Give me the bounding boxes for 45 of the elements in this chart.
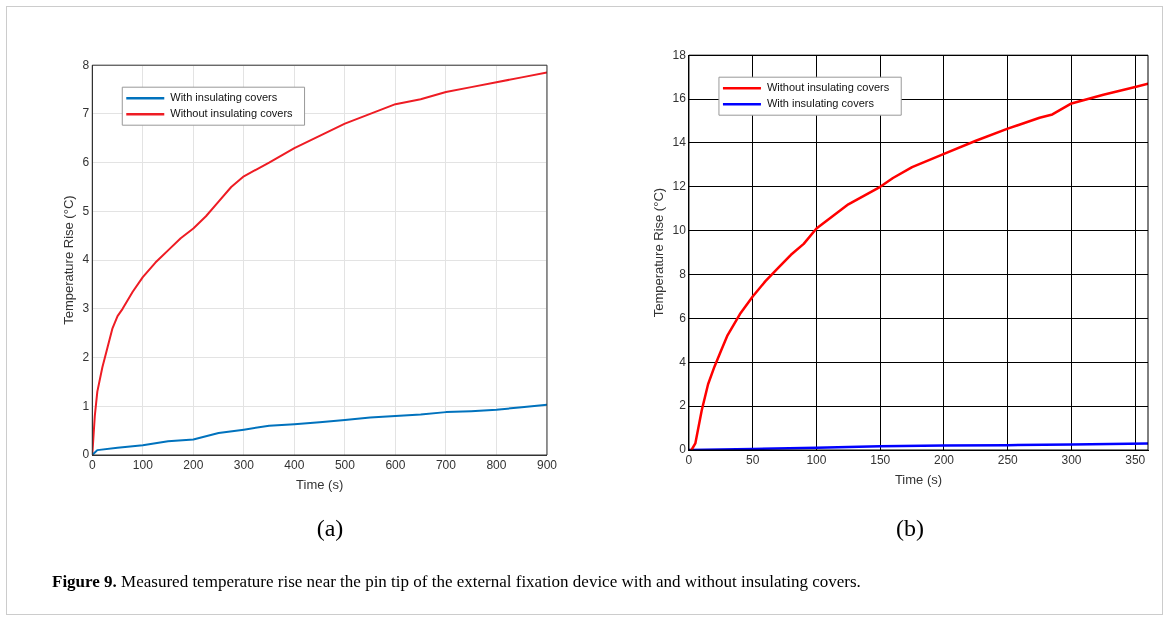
y-tick-label: 2 <box>82 349 90 364</box>
y-tick-label: 10 <box>672 222 687 237</box>
x-tick-label: 300 <box>1061 452 1082 467</box>
y-tick-label: 8 <box>82 57 90 72</box>
legend-label: Without insulating covers <box>170 107 294 120</box>
y-tick-label: 0 <box>679 442 687 457</box>
x-tick-label: 700 <box>435 457 457 472</box>
x-tick-label: 800 <box>486 457 507 472</box>
y-tick-label: 4 <box>82 252 90 267</box>
x-tick-label: 200 <box>183 457 204 472</box>
x-tick-label: 100 <box>132 457 154 472</box>
y-tick-label: 6 <box>679 310 687 325</box>
caption: Figure 9. Measured temperature rise near the pin tip of the external fixation device with and without insulating covers. <box>52 572 861 592</box>
x-tick-label: 300 <box>233 457 255 472</box>
x-tick-label: 100 <box>806 452 827 467</box>
y-tick-label: 14 <box>672 135 687 150</box>
y-axis-title: Temperature Rise (°C) <box>61 195 77 325</box>
y-tick-label: 12 <box>672 179 687 194</box>
y-tick-label: 3 <box>82 301 90 316</box>
x-tick-label: 150 <box>870 452 891 467</box>
x-tick-label: 50 <box>746 452 760 467</box>
text: (b) <box>895 515 925 542</box>
y-tick-label: 5 <box>82 203 90 218</box>
x-axis-title: Time (s) <box>296 476 344 492</box>
x-axis-title: Time (s) <box>894 471 943 487</box>
x-tick-label: 350 <box>1125 452 1146 467</box>
x-tick-label: 500 <box>334 457 356 472</box>
legend-label: With insulating covers <box>766 97 875 110</box>
y-tick-label: 8 <box>679 266 687 281</box>
text: (a) <box>315 515 345 542</box>
x-tick-label: 600 <box>385 457 406 472</box>
x-tick-label: 250 <box>997 452 1019 467</box>
y-tick-label: 6 <box>82 154 90 169</box>
y-axis-title: Temperature Rise (°C) <box>651 187 667 318</box>
x-tick-label: 900 <box>536 457 558 472</box>
legend-label: Without insulating covers <box>766 81 890 94</box>
y-tick-label: 16 <box>672 91 687 106</box>
x-tick-label: 200 <box>933 452 955 467</box>
y-tick-label: 1 <box>82 398 90 413</box>
legend-label: With insulating covers <box>170 91 278 104</box>
y-tick-label: 2 <box>679 398 687 413</box>
y-tick-label: 4 <box>679 354 687 369</box>
x-tick-label: 400 <box>284 457 305 472</box>
y-tick-label: 7 <box>82 106 90 121</box>
y-tick-label: 18 <box>672 47 687 62</box>
